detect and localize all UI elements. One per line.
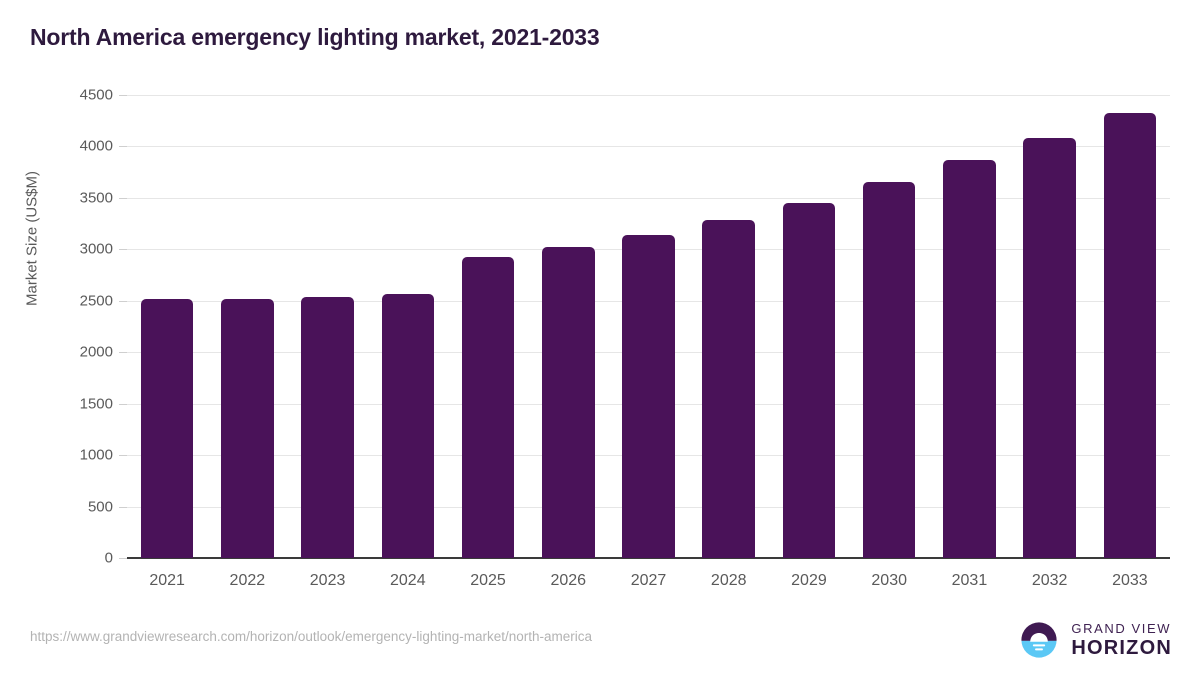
- bar-2030[interactable]: [862, 182, 916, 558]
- y-tick-label: 3500: [79, 189, 113, 207]
- gridline: [127, 197, 1170, 199]
- y-axis-title: Market Size (US$M): [23, 170, 41, 307]
- x-tick-label-2030: 2030: [871, 572, 907, 589]
- y-axis-tick: [119, 352, 127, 354]
- x-tick-label-2024: 2024: [390, 572, 426, 589]
- bar-2031[interactable]: [943, 159, 996, 558]
- x-tick-label-2025: 2025: [470, 572, 506, 589]
- bar-2025[interactable]: [461, 256, 515, 558]
- y-axis-tick: [119, 506, 127, 508]
- x-tick-label-2021: 2021: [149, 572, 185, 589]
- y-tick-label: 4500: [79, 86, 113, 104]
- x-axis-line: [127, 557, 1170, 559]
- y-tick-label: 2500: [79, 292, 113, 310]
- chart-plot-frame: Market Size (US$M) 0 500 1000 1500 2000 2500 3…: [0, 80, 1200, 589]
- x-tick-label-2031: 2031: [951, 572, 988, 589]
- source-url[interactable]: https://www.grandviewresearch.com/horizo…: [30, 629, 592, 644]
- y-axis-tick: [119, 300, 127, 302]
- x-tick-label-2029: 2029: [791, 572, 827, 589]
- bar-2028[interactable]: [702, 220, 755, 558]
- bar-2027[interactable]: [622, 234, 675, 558]
- x-tick-label-2023: 2023: [309, 572, 346, 589]
- brand-logo: GRAND VIEW HORIZON: [1017, 618, 1172, 662]
- bar-2024[interactable]: [381, 293, 435, 558]
- y-axis-tick: [119, 558, 127, 559]
- bar-2023[interactable]: [301, 297, 354, 558]
- bar-2033[interactable]: [1103, 113, 1157, 558]
- bar-2021[interactable]: [140, 298, 194, 558]
- gridline: [127, 146, 1170, 148]
- y-axis-tick: [119, 403, 127, 405]
- x-tick-label-2026: 2026: [550, 572, 587, 589]
- y-tick-label: 4000: [79, 137, 113, 155]
- y-tick-label: 0: [104, 549, 113, 567]
- x-tick-label-2022: 2022: [229, 572, 266, 589]
- x-tick-label-2033: 2033: [1112, 572, 1148, 589]
- bar-2032[interactable]: [1023, 137, 1076, 558]
- page-title: North America emergency lighting market,…: [30, 24, 600, 50]
- y-tick-label: 2000: [79, 343, 113, 361]
- bar-2026[interactable]: [541, 247, 595, 558]
- y-tick-label: 1500: [79, 395, 113, 413]
- y-axis-tick: [119, 249, 127, 251]
- plot-area: 0 500 1000 1500 2000 2500 3000 3500 4000 4500 2021…: [80, 87, 1170, 589]
- horizon-circle-icon: [1021, 622, 1057, 658]
- brand-text: GRAND VIEW HORIZON: [1071, 622, 1172, 658]
- bar-2029[interactable]: [782, 202, 836, 558]
- y-axis-tick: [119, 146, 127, 148]
- y-axis-tick: [119, 455, 127, 457]
- y-tick-label: 1000: [79, 446, 113, 464]
- y-axis-tick: [119, 197, 127, 199]
- bar-2022[interactable]: [221, 298, 274, 558]
- brand-name-bottom: HORIZON: [1071, 637, 1172, 659]
- y-tick-label: 500: [87, 498, 113, 516]
- y-axis-tick: [119, 95, 127, 96]
- x-tick-label-2027: 2027: [630, 572, 667, 589]
- y-tick-label: 3000: [79, 240, 113, 258]
- gridline: [127, 95, 1170, 96]
- x-tick-label-2032: 2032: [1031, 572, 1068, 589]
- brand-name-top: GRAND VIEW: [1071, 621, 1172, 636]
- x-tick-label-2028: 2028: [710, 572, 747, 589]
